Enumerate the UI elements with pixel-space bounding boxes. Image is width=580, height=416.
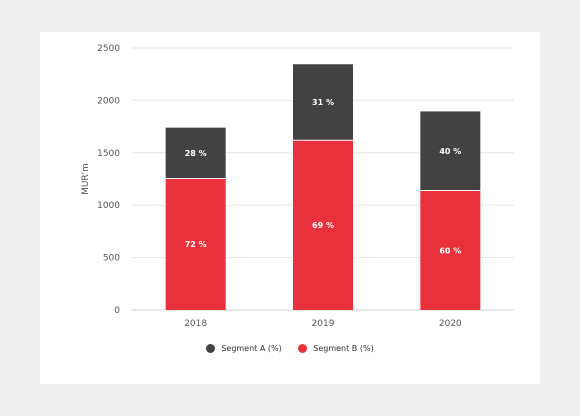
x-tick-label-2018: 2018	[184, 319, 207, 329]
data-label-segment-a-2018: 28 %	[185, 149, 207, 158]
legend-label-segment-b: Segment B (%)	[313, 344, 374, 353]
y-tick-label-2000: 2000	[97, 96, 120, 106]
y-tick-label-0: 0	[114, 306, 120, 316]
bar-segment-a-2019	[293, 64, 353, 141]
stacked-bar-chart: 0 500 1000 1500 2000 2500 MUR'm 72 % 28 % 2018 69 …	[81, 44, 514, 329]
legend-item-segment-b[interactable]: Segment B (%)	[298, 344, 374, 353]
x-tick-label-2020: 2020	[439, 319, 462, 329]
bar-segment-b-2019	[293, 140, 353, 310]
data-label-segment-b-2018: 72 %	[185, 240, 207, 249]
x-tick-label-2019: 2019	[312, 319, 335, 329]
legend-item-segment-a[interactable]: Segment A (%)	[206, 344, 282, 353]
bar-segment-b-2018	[165, 178, 226, 310]
bar-segment-a-2020	[420, 111, 481, 191]
data-label-segment-b-2019: 69 %	[312, 221, 334, 230]
data-label-segment-b-2020: 60 %	[439, 246, 461, 255]
chart-legend: Segment A (%) Segment B (%)	[40, 344, 540, 355]
y-axis-label: MUR'm	[81, 163, 91, 195]
data-label-segment-a-2020: 40 %	[439, 147, 461, 156]
data-label-segment-a-2019: 31 %	[312, 98, 334, 107]
y-tick-label-1500: 1500	[97, 149, 120, 159]
y-tick-label-1000: 1000	[97, 201, 120, 211]
bar-segment-b-2020	[420, 190, 481, 310]
bar-segment-a-2018	[165, 127, 226, 179]
y-tick-label-500: 500	[103, 254, 120, 264]
legend-label-segment-a: Segment A (%)	[221, 344, 282, 353]
y-tick-label-2500: 2500	[97, 44, 120, 54]
legend-swatch-segment-a	[206, 344, 216, 353]
legend-swatch-segment-b	[298, 344, 308, 353]
chart-card: 0 500 1000 1500 2000 2500 MUR'm 72 % 28 % 2018 69 …	[40, 32, 540, 384]
